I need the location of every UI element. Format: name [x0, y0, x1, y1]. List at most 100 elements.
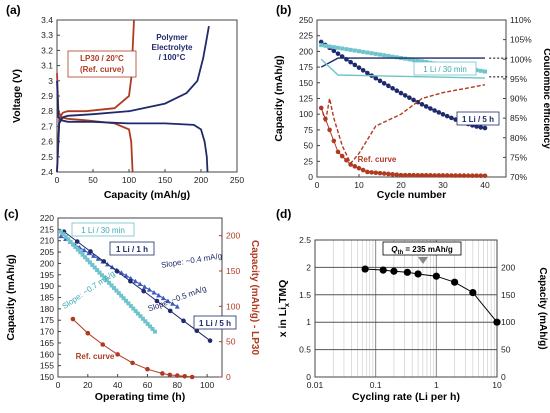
capacity-point-1h-c [160, 295, 166, 301]
capacity-point-5h-b [444, 113, 450, 119]
capacity-point-1h-c [91, 253, 97, 258]
capacity-point-ref-c [85, 330, 91, 336]
y-tick-label-c: 220 [40, 213, 54, 223]
annotation-30min-b: 1 Li / 30 min [423, 65, 467, 74]
y2-tick-label-d: 100 [501, 317, 515, 327]
annotation-100c: / 100°C [159, 53, 186, 62]
annotation-qth-sub: th [397, 250, 403, 256]
capacity-point-ref-b [440, 173, 446, 178]
capacity-point-30min-b [382, 53, 387, 58]
capacity-point-30min-b [390, 54, 395, 59]
capacity-point-1h-c [165, 298, 171, 303]
capacity-point-30min-c [63, 234, 68, 239]
capacity-point-30min-c [104, 278, 109, 283]
capacity-point-5h-b [365, 70, 370, 76]
capacity-point-5h-c [101, 259, 107, 264]
y-tick-label-a: 3 [48, 76, 53, 86]
capacity-point-1h-c [174, 304, 180, 309]
qth-marker [418, 257, 428, 264]
rate-point-d [403, 268, 411, 276]
capacity-line-c-1 [63, 231, 211, 342]
capacity-point-ref-b [457, 173, 463, 178]
voltage-curve-a-2 [56, 25, 210, 173]
capacity-point-30min-c [148, 324, 153, 329]
capacity-point-ref-b [407, 172, 412, 178]
capacity-point-30min-b [365, 50, 370, 55]
capacity-point-5h-c [181, 318, 186, 324]
capacity-point-ref-c [70, 316, 76, 322]
capacity-point-30min-c [114, 288, 119, 293]
capacity-point-1h-c [146, 287, 152, 292]
capacity-point-5h-c [114, 268, 120, 274]
annotation-box-30min-b [413, 61, 477, 76]
x-tick-label-a: 250 [230, 175, 244, 185]
capacity-point-30min-c [133, 309, 138, 314]
capacity-point-30min-b [323, 43, 328, 48]
capacity-point-30min-c [80, 252, 85, 257]
y-tick-label-c: 150 [40, 372, 54, 382]
x-tick-label-b: 30 [438, 180, 448, 190]
rate-point-d [450, 278, 459, 286]
rate-point-d [432, 272, 440, 280]
y-tick-label-a: 2.6 [41, 137, 53, 147]
annotation-30min-c: 1 Li / 30 min [81, 226, 125, 235]
capacity-point-30min-b [352, 48, 357, 53]
capacity-point-ref-b [339, 153, 345, 159]
capacity-point-30min-b [378, 52, 382, 57]
capacity-point-ref-b [432, 173, 437, 178]
x-tick-label-d: 0.1 [370, 380, 382, 390]
y-axis-label-d-tail: TMQ [277, 280, 289, 303]
capacity-point-5h-c [207, 338, 213, 343]
capacity-point-5h-b [440, 112, 446, 117]
capacity-point-5h-b [335, 51, 341, 56]
rate-point-d [493, 318, 501, 326]
voltage-curve-a-3 [56, 80, 209, 173]
ce-line-b-5 [320, 84, 486, 165]
capacity-point-ref-b [428, 173, 433, 178]
y2-tick-label-c: 150 [226, 266, 240, 276]
y-tick-label-c: 165 [40, 338, 54, 348]
capacity-point-ref-c [100, 342, 106, 347]
capacity-point-5h-b [449, 115, 454, 121]
y-tick-label-b: 225 [299, 31, 313, 41]
x-tick-label-a: 100 [122, 175, 136, 185]
y-tick-label-b: 200 [299, 46, 313, 56]
capacity-point-30min-b [420, 59, 424, 64]
y-tick-label-c: 185 [40, 293, 54, 303]
capacity-point-ref-b [436, 173, 442, 178]
y-tick-label-b: 50 [304, 141, 314, 151]
panel-d: (d) 0.01 0.1 1 10 0 0.5 1 1.5 2 2.5 0 50 100 150 200 Cyc… [272, 204, 550, 408]
y2-tick-label-c: 0 [226, 372, 231, 382]
y-tick-label-c: 170 [40, 327, 54, 337]
capacity-point-ref-b [373, 170, 379, 176]
capacity-point-5h-b [377, 78, 383, 84]
y2-tick-label-b: 70% [510, 172, 527, 182]
capacity-point-5h-b [331, 48, 337, 54]
annotation-ref-curve-a: (Ref. curve) [80, 65, 124, 74]
capacity-point-30min-c [138, 314, 143, 319]
annotation-5h-b: 1 Li / 5 h [462, 115, 494, 124]
y2-tick-label-b: 100% [510, 54, 532, 64]
x-tick-label-c: 100 [200, 380, 214, 390]
capacity-point-ref-b [470, 173, 475, 178]
y2-axis-label-c: Capacity (mAh/g) - LP30 [249, 240, 260, 355]
y2-tick-label-c: 50 [226, 337, 236, 347]
capacity-point-ref-b [327, 127, 332, 133]
annotation-qth-suffix: = 235 mAh/g [403, 245, 453, 254]
capacity-point-ref-b [478, 173, 484, 179]
capacity-point-5h-b [360, 68, 366, 73]
capacity-point-30min-c [61, 232, 66, 237]
capacity-point-30min-b [331, 45, 336, 50]
y-tick-label-c: 190 [40, 281, 54, 291]
capacity-point-5h-c [74, 239, 80, 244]
annotation-5h-c: 1 Li / 5 h [199, 319, 231, 328]
capacity-point-ref-b [356, 165, 362, 171]
capacity-line-ref-c [72, 318, 193, 378]
y2-tick-label-d: 0 [501, 372, 506, 382]
capacity-point-ref-b [390, 172, 395, 177]
y2-tick-label-b: 75% [510, 152, 527, 162]
capacity-point-30min-c [126, 301, 131, 306]
capacity-point-5h-b [356, 65, 362, 70]
capacity-point-1h-c [170, 301, 176, 306]
capacity-point-30min-c [71, 242, 76, 247]
